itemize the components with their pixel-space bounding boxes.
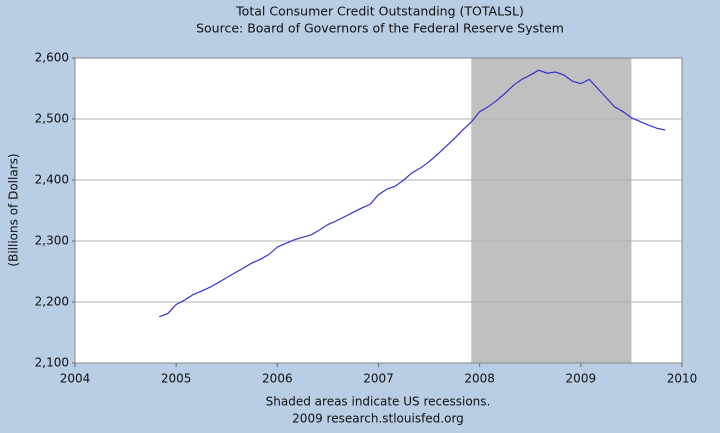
x-tick-label: 2004	[60, 372, 91, 386]
footnote: 2009 research.stlouisfed.org	[292, 412, 464, 426]
data-line	[159, 69, 666, 318]
x-tick-label: 2007	[363, 372, 394, 386]
y-tick-label: 2,100	[35, 356, 69, 370]
y-tick-label: 2,400	[35, 173, 69, 187]
y-tick-label: 2,600	[35, 51, 69, 65]
y-tick-label: 2,300	[35, 234, 69, 248]
x-tick-label: 2010	[667, 372, 698, 386]
chart-title: Total Consumer Credit Outstanding (TOTAL…	[235, 4, 524, 19]
y-tick-label: 2,200	[35, 295, 69, 309]
x-tick-label: 2006	[262, 372, 293, 386]
plot-frame	[74, 57, 683, 364]
x-tick-label: 2009	[566, 372, 597, 386]
footnote: Shaded areas indicate US recessions.	[266, 395, 491, 409]
y-axis-label: (Billions of Dollars)	[7, 153, 21, 266]
chart-subtitle: Source: Board of Governors of the Federa…	[196, 21, 564, 36]
y-tick-label: 2,500	[35, 112, 69, 126]
recession-shade	[471, 58, 632, 363]
x-tick-label: 2005	[161, 372, 192, 386]
x-tick-label: 2008	[464, 372, 495, 386]
